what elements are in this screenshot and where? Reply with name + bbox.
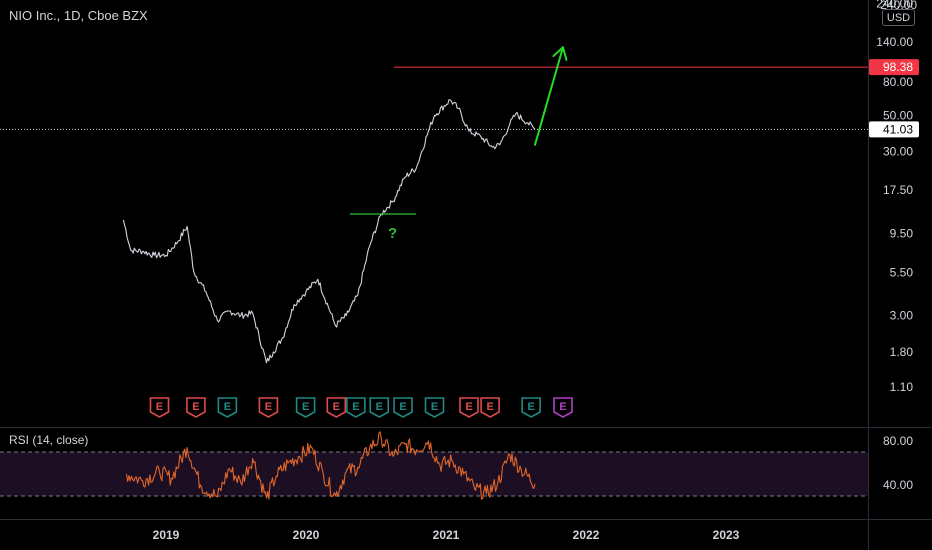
earnings-marker-red[interactable]	[459, 397, 479, 418]
earnings-marker-red[interactable]	[149, 397, 170, 418]
price-tick-label: 240.00	[876, 0, 913, 11]
current-price-badge	[869, 121, 919, 138]
price-tick-label: 30.00	[883, 145, 913, 159]
earnings-marker-red[interactable]	[480, 397, 500, 418]
earnings-marker-teal[interactable]	[346, 397, 366, 418]
earnings-label: E	[399, 401, 406, 413]
earnings-label: E	[527, 401, 534, 413]
earnings-marker-teal[interactable]	[369, 397, 390, 418]
earnings-marker-red[interactable]	[258, 397, 279, 418]
earnings-label: E	[465, 401, 472, 413]
earnings-marker-teal[interactable]	[424, 397, 445, 418]
question-mark: ?	[388, 225, 397, 242]
earnings-label: E	[192, 401, 199, 413]
time-tick-label: 2020	[293, 528, 320, 542]
earnings-label: E	[352, 401, 359, 413]
rsi-line[interactable]	[125, 431, 536, 500]
time-tick-label: 2019	[153, 528, 180, 542]
time-tick-label: 2021	[433, 528, 460, 542]
earnings-label: E	[486, 401, 493, 413]
rsi-tick-label: 80.00	[883, 434, 913, 448]
earnings-marker-teal[interactable]	[295, 397, 316, 418]
price-tick-label: 1.10	[890, 380, 914, 394]
price-line[interactable]	[122, 99, 536, 364]
earnings-label: E	[156, 401, 163, 413]
earnings-marker-red[interactable]	[186, 397, 206, 418]
price-tick-label: 17.50	[883, 183, 913, 197]
price-badge-label: 98.38	[883, 60, 913, 74]
price-tick-label: 1.80	[890, 345, 914, 359]
earnings-label: E	[302, 401, 309, 413]
symbol-title[interactable]: NIO Inc., 1D, Cboe BZX	[9, 8, 148, 23]
earnings-marker-purple[interactable]	[553, 397, 573, 418]
price-tick-label: 3.00	[890, 309, 914, 323]
time-tick-label: 2022	[573, 528, 600, 542]
rsi-legend-label[interactable]: RSI (14, close)	[9, 433, 89, 447]
earnings-label: E	[376, 401, 383, 413]
time-tick-label: 2023	[713, 528, 740, 542]
currency-button[interactable]: USD	[882, 9, 915, 26]
earnings-label: E	[333, 401, 340, 413]
price-tick-label: 9.50	[890, 227, 914, 241]
rsi-tick-label: 40.00	[883, 478, 913, 492]
price-tick-label: 80.00	[883, 75, 913, 89]
earnings-label: E	[224, 401, 231, 413]
earnings-marker-red[interactable]	[326, 397, 347, 418]
earnings-marker-teal[interactable]	[217, 397, 238, 418]
earnings-label: E	[431, 401, 438, 413]
earnings-label: E	[559, 401, 566, 413]
earnings-label: E	[265, 401, 272, 413]
price-tick-label: 5.50	[890, 265, 914, 279]
price-tick-label: 140.00	[876, 35, 913, 49]
arrow-line[interactable]	[533, 46, 564, 146]
earnings-marker-teal[interactable]	[393, 397, 413, 418]
earnings-marker-teal[interactable]	[521, 397, 541, 418]
resistance-price-badge	[869, 59, 919, 76]
price-tick-label: 50.00	[883, 108, 913, 122]
arrow-head	[552, 46, 568, 61]
price-badge-label: 41.03	[883, 122, 913, 136]
